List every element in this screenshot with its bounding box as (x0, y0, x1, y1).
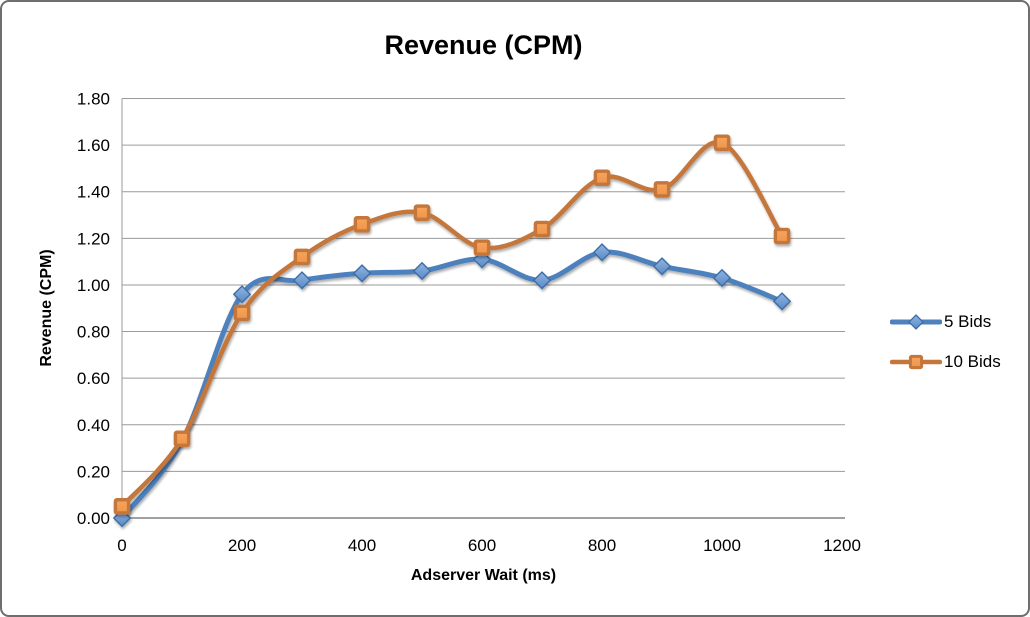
series-line (119, 139, 785, 509)
y-tick-label: 0.60 (77, 369, 110, 388)
marker-diamond (232, 285, 252, 304)
marker-square (473, 239, 491, 256)
marker-diamond (412, 261, 432, 281)
y-tick-label: 1.60 (77, 136, 110, 155)
x-tick-label: 600 (468, 536, 496, 555)
legend-marker-5-bids-icon (889, 310, 943, 334)
legend-marker-10-bids-icon (889, 350, 943, 374)
marker-diamond (712, 268, 732, 288)
marker-square (233, 304, 251, 322)
marker-square (293, 248, 311, 266)
marker-square (533, 220, 551, 238)
y-tick-label: 1.20 (77, 229, 110, 248)
marker-square (593, 169, 611, 187)
marker-square (413, 204, 431, 221)
series-10-bids (113, 134, 791, 515)
chart-title: Revenue (CPM) (384, 30, 583, 60)
y-tick-label: 1.80 (77, 90, 110, 109)
legend-item-5-bids: 5 Bids (889, 310, 1001, 334)
marker-diamond (652, 257, 672, 276)
y-tick-label: 0.20 (77, 462, 110, 481)
x-tick-label: 1000 (703, 536, 741, 555)
marker-square (713, 134, 731, 152)
y-tick-label: 0.80 (77, 323, 110, 342)
y-tick-label: 1.00 (77, 276, 110, 295)
y-tick-label: 0.40 (77, 416, 110, 435)
marker-diamond (592, 243, 612, 262)
marker-diamond (352, 264, 372, 283)
x-tick-label: 200 (228, 536, 256, 555)
y-axis-title: Revenue (CPM) (38, 249, 55, 367)
series-5-bids (112, 243, 792, 528)
y-tick-label: 1.40 (77, 183, 110, 202)
legend: 5 Bids 10 Bids (889, 310, 1001, 374)
legend-label-5-bids: 5 Bids (944, 312, 992, 331)
marker-square (773, 227, 791, 245)
marker-diamond (292, 271, 312, 290)
x-tick-label: 1200 (823, 536, 861, 555)
marker-diamond (532, 271, 552, 290)
marker-diamond (772, 292, 792, 311)
y-tick-label: 0.00 (77, 509, 110, 528)
x-tick-label: 400 (348, 536, 376, 555)
marker-square (653, 181, 671, 198)
marker-square (353, 216, 371, 233)
x-tick-label: 0 (117, 536, 126, 555)
legend-label-10-bids: 10 Bids (944, 352, 1001, 371)
x-tick-label: 800 (588, 536, 616, 555)
legend-item-10-bids: 10 Bids (889, 350, 1001, 374)
series-line (119, 249, 785, 521)
marker-diamond (472, 250, 492, 269)
x-axis-title: Adserver Wait (ms) (410, 567, 557, 584)
marker-square (113, 498, 131, 515)
marker-square (173, 430, 191, 448)
